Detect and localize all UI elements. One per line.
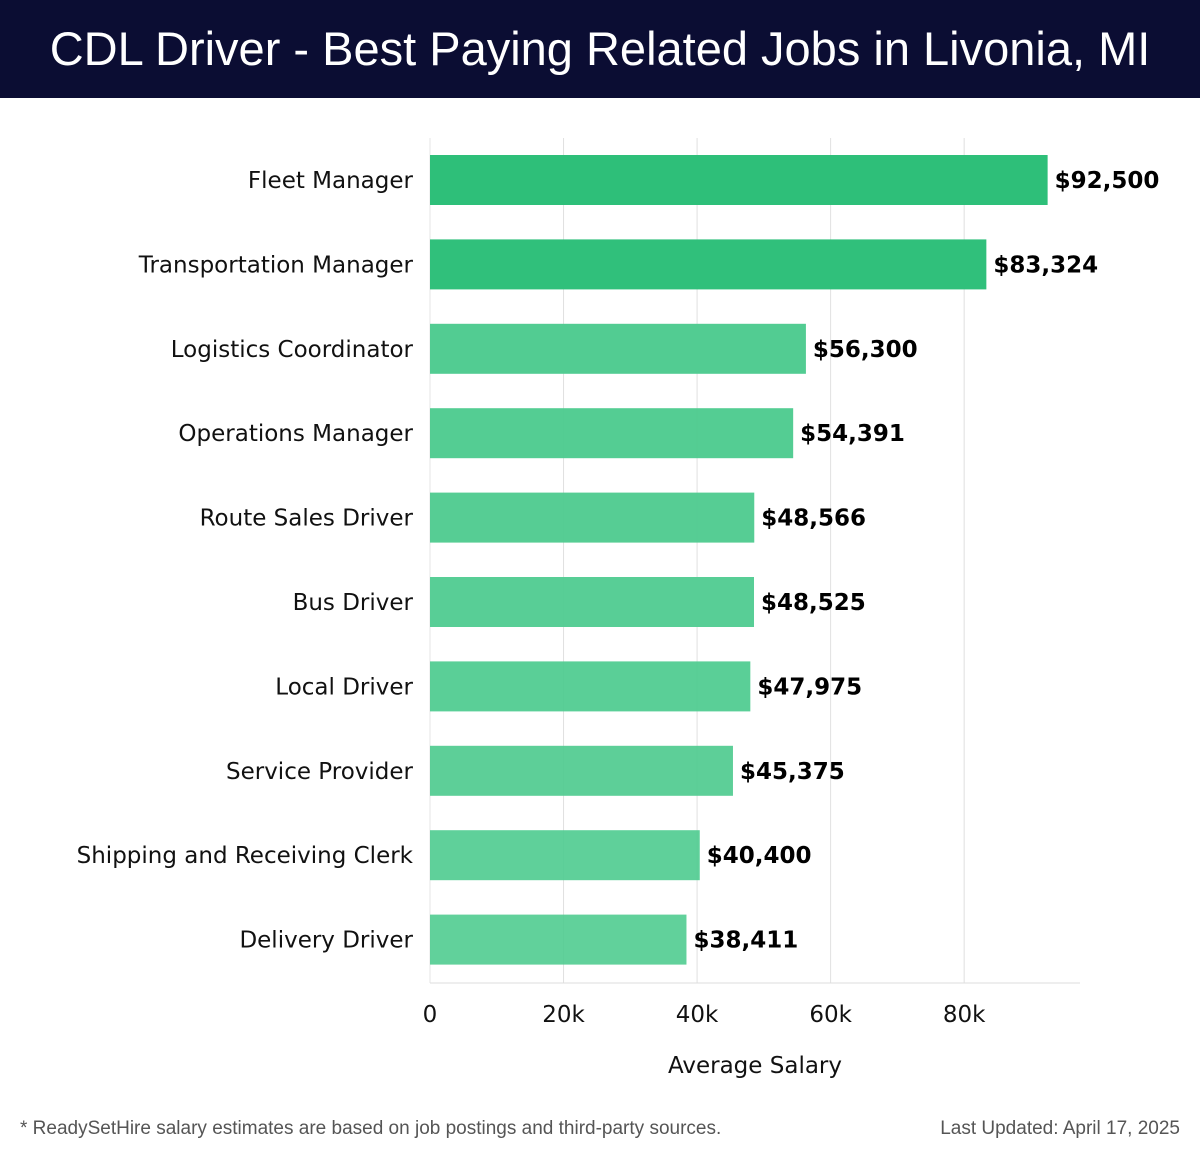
value-label: $40,400 — [707, 843, 812, 869]
header-bar — [0, 0, 1200, 98]
bar — [430, 661, 751, 712]
value-label: $54,391 — [800, 421, 905, 447]
category-label: Operations Manager — [178, 421, 413, 447]
value-label: $48,525 — [761, 590, 866, 616]
category-label: Transportation Manager — [138, 252, 414, 278]
value-label: $48,566 — [761, 506, 866, 532]
bar — [430, 155, 1048, 205]
bar — [430, 492, 755, 543]
bar — [430, 830, 700, 881]
footnote: * ReadySetHire salary estimates are base… — [20, 1118, 722, 1139]
x-axis-label: Average Salary — [668, 1053, 842, 1079]
category-label: Bus Driver — [293, 590, 414, 616]
x-tick-label: 0 — [423, 1002, 438, 1028]
category-label: Delivery Driver — [239, 928, 413, 954]
value-label: $92,500 — [1055, 168, 1160, 194]
bar — [430, 745, 733, 796]
category-label: Service Provider — [226, 759, 414, 785]
page-title: CDL Driver - Best Paying Related Jobs in… — [49, 22, 1151, 75]
bar — [430, 577, 755, 627]
last-updated: Last Updated: April 17, 2025 — [940, 1118, 1180, 1139]
x-tick-label: 40k — [676, 1002, 719, 1028]
bar — [430, 239, 987, 290]
value-label: $38,411 — [693, 928, 798, 954]
bar — [430, 408, 794, 459]
bar — [430, 323, 806, 374]
value-label: $83,324 — [993, 252, 1098, 278]
x-tick-label: 20k — [542, 1002, 585, 1028]
category-label: Fleet Manager — [248, 168, 414, 194]
category-label: Local Driver — [275, 674, 413, 700]
value-label: $45,375 — [740, 759, 845, 785]
bar — [430, 914, 687, 965]
salary-bar-chart: Fleet Manager $92,500 Transportation Manag… — [77, 138, 1160, 1079]
value-label: $47,975 — [757, 674, 862, 700]
category-label: Shipping and Receiving Clerk — [77, 843, 414, 869]
category-label: Logistics Coordinator — [171, 337, 414, 363]
category-label: Route Sales Driver — [200, 506, 414, 532]
x-tick-label: 60k — [809, 1002, 852, 1028]
x-tick-label: 80k — [943, 1002, 986, 1028]
value-label: $56,300 — [813, 337, 918, 363]
